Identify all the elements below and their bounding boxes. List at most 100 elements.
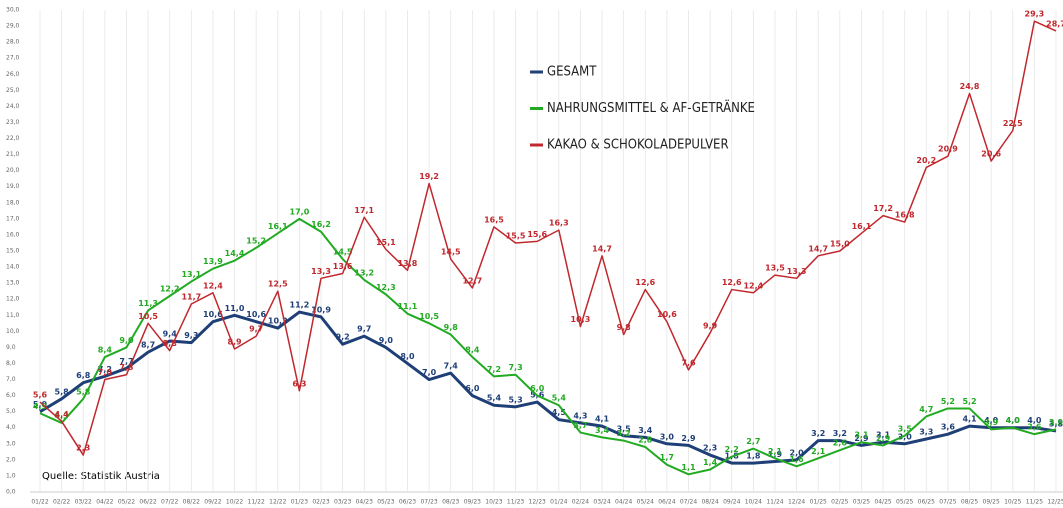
x-tick-label: 11/22 bbox=[248, 499, 265, 506]
data-label: 15,0 bbox=[830, 240, 850, 249]
data-label: 4,5 bbox=[552, 408, 567, 417]
data-label: 3,6 bbox=[941, 423, 956, 432]
data-label: 16,3 bbox=[549, 219, 569, 228]
x-tick-label: 04/25 bbox=[874, 499, 891, 506]
x-tick-label: 02/23 bbox=[312, 499, 329, 506]
y-tick-label: 2,0 bbox=[6, 456, 16, 463]
y-tick-label: 23,0 bbox=[6, 119, 20, 126]
data-label: 7,3 bbox=[508, 363, 522, 372]
y-tick-label: 19,0 bbox=[6, 183, 20, 190]
legend-label: KAKAO & SCHOKOLADEPULVER bbox=[547, 138, 729, 153]
data-label: 14,5 bbox=[333, 248, 353, 257]
data-label: 13,9 bbox=[203, 257, 223, 266]
series-line bbox=[39, 217, 1057, 476]
data-label: 11,7 bbox=[181, 293, 201, 302]
data-label: 3,1 bbox=[854, 431, 869, 440]
data-label: 3,7 bbox=[573, 421, 587, 430]
data-label: 13,5 bbox=[765, 264, 785, 273]
data-label: 2,3 bbox=[703, 444, 717, 453]
data-label: 3,4 bbox=[638, 426, 653, 435]
x-tick-label: 01/23 bbox=[291, 499, 308, 506]
annotation: Quelle: Statistik Austria bbox=[42, 471, 160, 482]
data-label: 12,4 bbox=[743, 281, 763, 290]
x-tick-label: 08/25 bbox=[961, 499, 978, 506]
x-tick-label: 11/25 bbox=[1026, 499, 1043, 506]
x-tick-label: 05/22 bbox=[118, 499, 135, 506]
data-label: 16,1 bbox=[268, 222, 288, 231]
data-label: 3,9 bbox=[1049, 418, 1063, 427]
y-tick-label: 29,0 bbox=[6, 23, 20, 30]
data-label: 19,2 bbox=[419, 172, 439, 181]
data-label: 1,8 bbox=[746, 452, 761, 461]
data-label: 17,1 bbox=[354, 206, 374, 215]
data-label: 6,8 bbox=[76, 371, 91, 380]
data-label: 17,2 bbox=[873, 204, 893, 213]
data-label: 3,4 bbox=[595, 426, 610, 435]
data-label: 6,0 bbox=[530, 384, 545, 393]
data-label: 15,5 bbox=[506, 231, 526, 240]
x-tick-label: 12/24 bbox=[788, 499, 805, 506]
data-label: 9,9 bbox=[703, 321, 718, 330]
data-label: 1,1 bbox=[681, 463, 696, 472]
y-tick-label: 17,0 bbox=[6, 215, 20, 222]
x-tick-label: 03/23 bbox=[334, 499, 351, 506]
x-tick-label: 08/24 bbox=[701, 499, 718, 506]
data-label: 7,2 bbox=[487, 365, 501, 374]
data-label: 3,2 bbox=[617, 429, 631, 438]
data-label: 9,8 bbox=[444, 323, 459, 332]
x-tick-label: 07/23 bbox=[420, 499, 437, 506]
series-line bbox=[39, 20, 1057, 456]
data-label: 13,8 bbox=[398, 259, 418, 268]
data-label: 2,9 bbox=[681, 434, 696, 443]
y-tick-label: 27,0 bbox=[6, 55, 20, 62]
data-label: 20,9 bbox=[938, 145, 958, 154]
y-tick-label: 30,0 bbox=[6, 7, 20, 14]
data-label: 13,2 bbox=[354, 268, 374, 277]
data-label: 13,3 bbox=[787, 267, 807, 276]
y-tick-label: 4,0 bbox=[6, 424, 16, 431]
data-label: 5,4 bbox=[487, 394, 502, 403]
data-label: 7,3 bbox=[119, 363, 133, 372]
data-label: 8,0 bbox=[400, 352, 415, 361]
data-label: 2,7 bbox=[746, 437, 760, 446]
x-tick-label: 12/25 bbox=[1047, 499, 1063, 506]
y-tick-label: 28,0 bbox=[6, 39, 20, 46]
data-label: 20,2 bbox=[916, 156, 936, 165]
x-tick-label: 06/22 bbox=[139, 499, 156, 506]
data-label: 2,6 bbox=[833, 439, 848, 448]
x-tick-label: 11/23 bbox=[507, 499, 524, 506]
data-label: 13,6 bbox=[333, 262, 353, 271]
data-label: 8,7 bbox=[141, 341, 155, 350]
data-label: 1,4 bbox=[703, 458, 718, 467]
x-tick-label: 03/22 bbox=[75, 499, 92, 506]
data-label: 7,7 bbox=[119, 357, 133, 366]
data-label: 6,0 bbox=[465, 384, 480, 393]
data-label: 2,8 bbox=[638, 436, 653, 445]
data-label: 16,2 bbox=[311, 220, 331, 229]
data-label: 12,6 bbox=[722, 278, 742, 287]
data-label: 3,0 bbox=[898, 432, 913, 441]
data-label: 10,6 bbox=[657, 310, 677, 319]
data-label: 4,4 bbox=[55, 410, 70, 419]
x-tick-label: 06/25 bbox=[918, 499, 935, 506]
data-label: 3,5 bbox=[617, 424, 632, 433]
x-tick-label: 02/24 bbox=[572, 499, 589, 506]
x-tick-label: 10/23 bbox=[485, 499, 502, 506]
y-tick-label: 14,0 bbox=[6, 264, 20, 271]
data-label: 2,3 bbox=[76, 444, 90, 453]
data-label: 1,9 bbox=[768, 450, 783, 459]
data-label: 3,1 bbox=[876, 431, 891, 440]
x-tick-label: 07/22 bbox=[161, 499, 178, 506]
data-label: 5,4 bbox=[552, 394, 567, 403]
data-label: 2,1 bbox=[811, 447, 826, 456]
y-tick-label: 5,0 bbox=[6, 408, 16, 415]
y-tick-label: 13,0 bbox=[6, 280, 20, 287]
data-label: 3,0 bbox=[660, 432, 675, 441]
data-label: 6,3 bbox=[292, 379, 306, 388]
data-label: 10,9 bbox=[311, 305, 331, 314]
data-label: 3,5 bbox=[898, 424, 913, 433]
data-label: 9,0 bbox=[379, 336, 394, 345]
y-tick-label: 7,0 bbox=[6, 376, 16, 383]
data-label: 4,1 bbox=[595, 415, 610, 424]
